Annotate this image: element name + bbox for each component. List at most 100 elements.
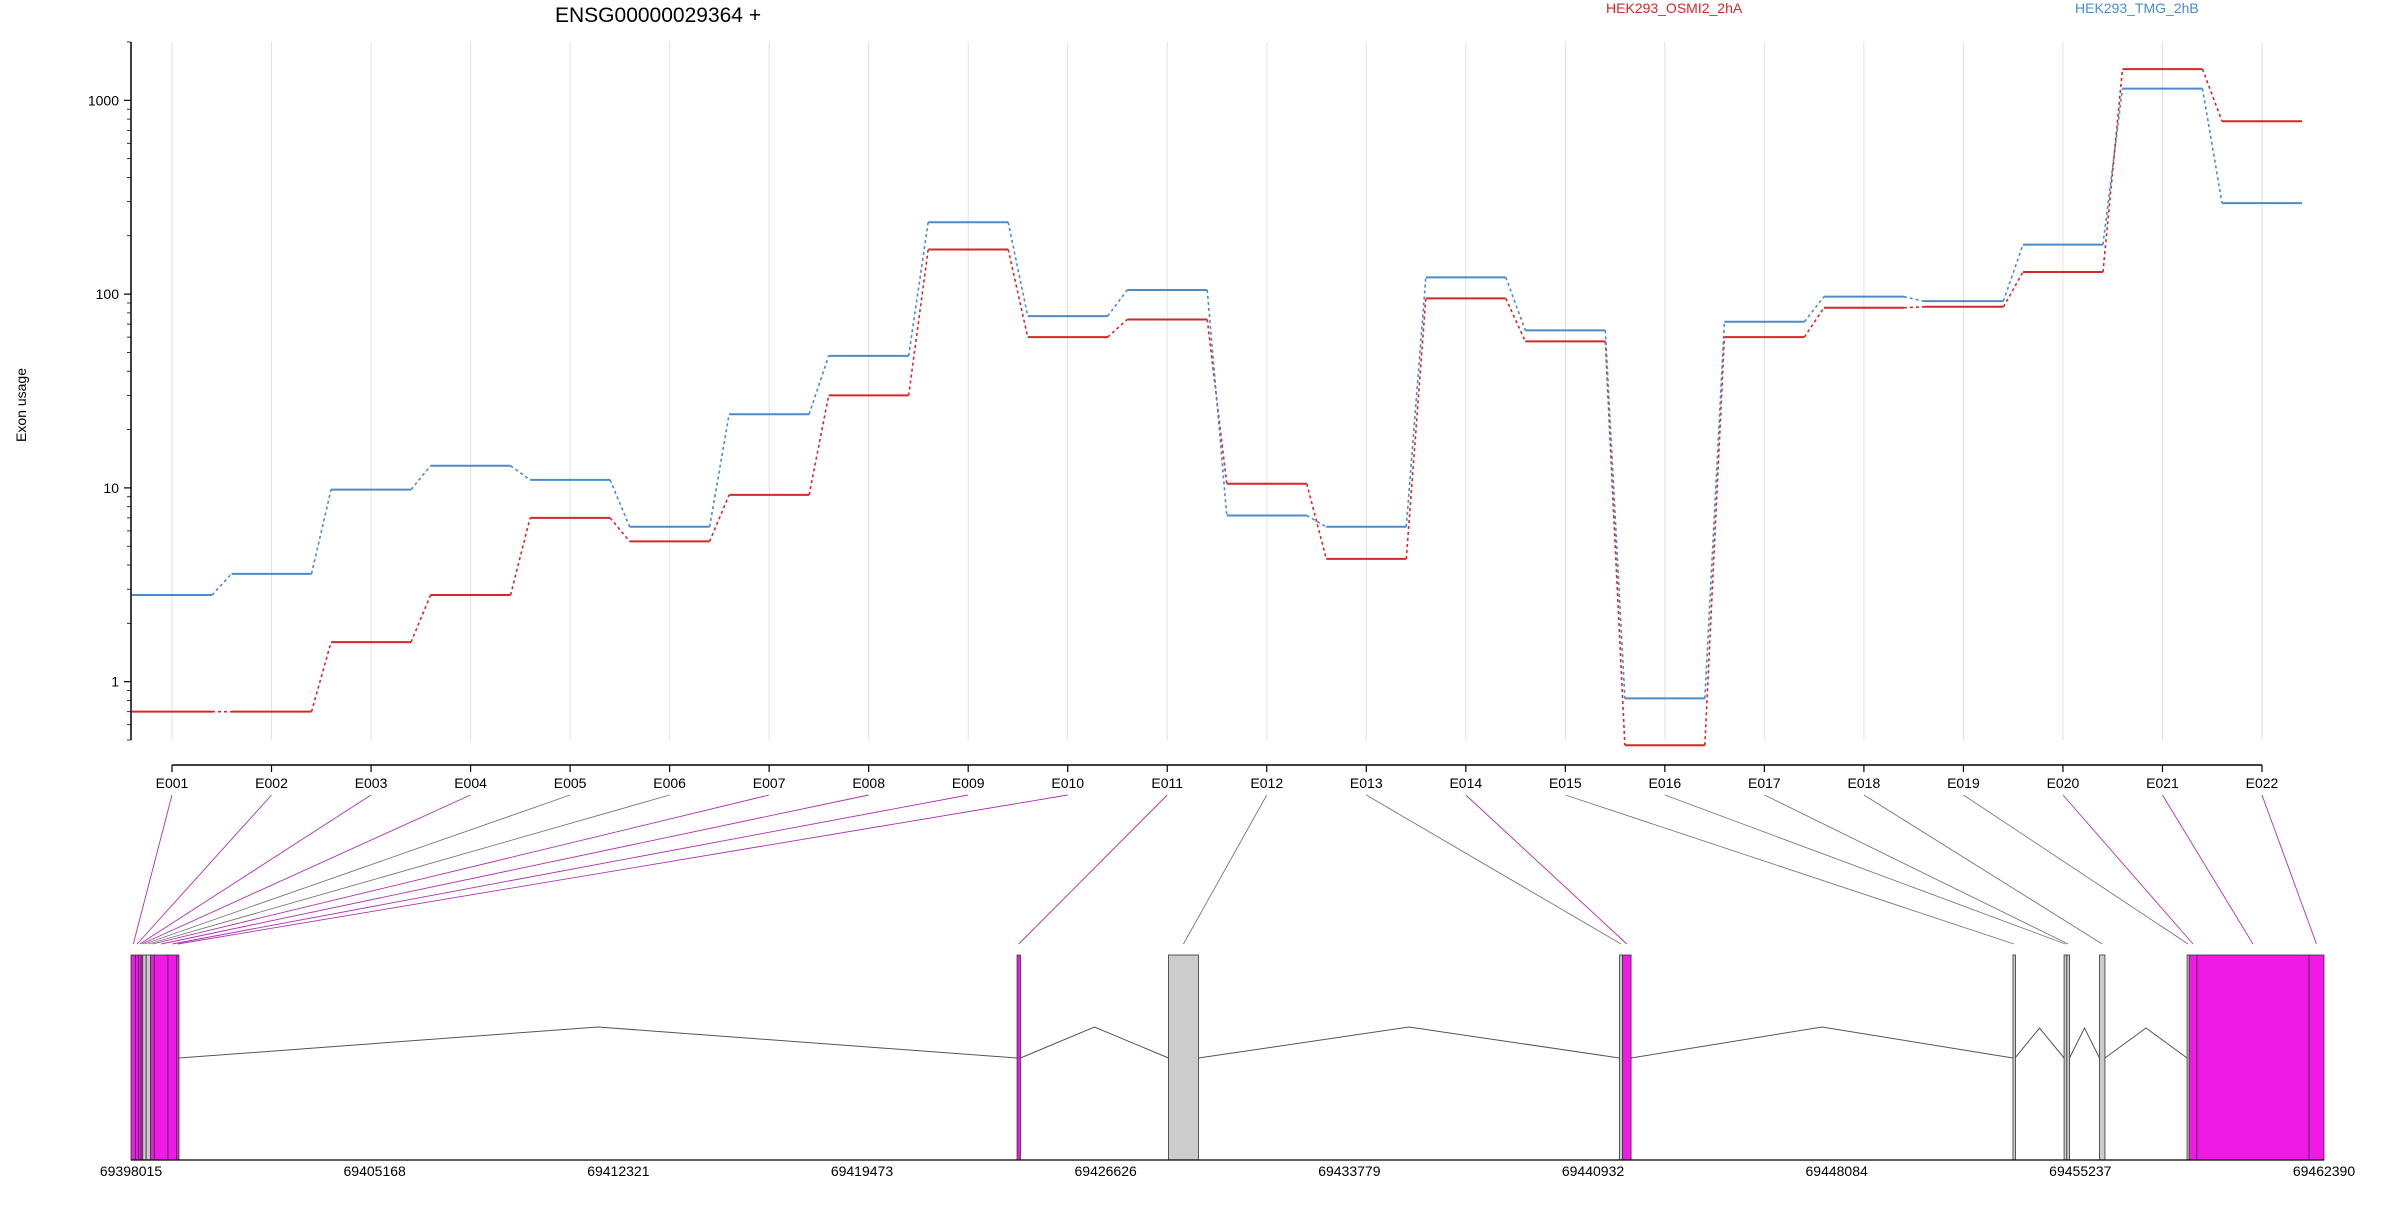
series-0-connector — [1505, 298, 1527, 342]
genomic-tick-label: 69448084 — [1806, 1163, 1869, 1179]
genomic-tick-label: 69398015 — [100, 1163, 163, 1179]
connector-e018 — [1863, 794, 2103, 945]
series-1-connector — [609, 479, 631, 528]
series-0-connector — [1107, 318, 1128, 338]
series-1-connector — [808, 355, 830, 415]
x-tick-label-e006: E006 — [653, 775, 686, 791]
series-1-connector — [1405, 277, 1427, 527]
genomic-tick-label: 69433779 — [1318, 1163, 1381, 1179]
series-1-connector — [1206, 289, 1228, 516]
series-1-connector — [2102, 88, 2124, 245]
x-tick-label-e004: E004 — [454, 775, 487, 791]
series-1-connector — [2201, 88, 2223, 204]
connector-e003 — [139, 794, 372, 945]
connector-e009 — [172, 794, 969, 945]
series-1-connector — [510, 465, 531, 481]
series-0-connector — [2201, 68, 2223, 122]
exon-box-e008 — [153, 954, 169, 1161]
x-tick-label-e009: E009 — [952, 775, 985, 791]
connector-e007 — [152, 794, 770, 945]
connector-e012 — [1183, 794, 1268, 945]
genomic-tick-label: 69405168 — [344, 1163, 407, 1179]
series-1-connector — [1007, 222, 1029, 317]
x-tick-label-e003: E003 — [355, 775, 388, 791]
x-ticks: E001 E002 E003 E004 E005 E006 E007 E008 E009 E010… — [156, 765, 2279, 791]
series-0-connector — [708, 494, 730, 542]
connector-e020 — [2062, 794, 2194, 945]
series-0-connector — [1803, 307, 1825, 338]
series-0 — [132, 68, 2302, 747]
exon-connectors — [132, 794, 2317, 945]
legend-entry-tmg: HEK293_TMG_2hB — [2075, 0, 2199, 16]
x-tick-label-e017: E017 — [1748, 775, 1781, 791]
exon-box-e001 — [130, 954, 136, 1161]
y-tick-label: 1 — [111, 674, 119, 690]
exon-box-e012 — [1168, 954, 1199, 1161]
x-tick-label-e016: E016 — [1649, 775, 1682, 791]
series-0-connector — [1903, 306, 1924, 309]
exon-box-e015 — [2012, 954, 2016, 1161]
genomic-tick-label: 69462390 — [2293, 1163, 2356, 1179]
axes — [130, 42, 2262, 766]
series-0-connector — [509, 517, 531, 596]
series-0-connector — [1704, 337, 1726, 746]
connector-e001 — [132, 794, 173, 945]
y-tick-label: 100 — [96, 286, 120, 302]
genomic-tick-label: 69455237 — [2049, 1163, 2112, 1179]
series-1-connector — [1903, 295, 1924, 302]
connector-e022 — [2261, 794, 2317, 945]
connector-e021 — [2162, 794, 2254, 945]
series-0-connector — [1604, 341, 1626, 746]
genomic-axis: 69398015 69405168 69412321 69419473 69426626… — [100, 1159, 2356, 1179]
connector-e006 — [148, 794, 670, 945]
x-tick-label-e001: E001 — [156, 775, 189, 791]
intron-line — [1631, 1026, 2014, 1059]
exon-box-e007 — [150, 954, 155, 1161]
series-0-connector — [1206, 319, 1228, 484]
genomic-tick-label: 69426626 — [1075, 1163, 1138, 1179]
series-1-connector — [1704, 321, 1726, 699]
series-1-connector — [2002, 244, 2024, 302]
x-tick-label-e005: E005 — [554, 775, 587, 791]
series-0-connector — [410, 594, 432, 643]
exon-box-e005 — [142, 954, 147, 1161]
exon-box-e013 — [1619, 954, 1623, 1161]
x-tick-label-e015: E015 — [1549, 775, 1582, 791]
y-axis-label: Exon usage — [13, 368, 29, 442]
exon-box-e020 — [2188, 954, 2198, 1161]
x-tick-label-e013: E013 — [1350, 775, 1383, 791]
x-tick-label-e008: E008 — [852, 775, 885, 791]
x-tick-label-e019: E019 — [1947, 775, 1980, 791]
genomic-tick-label: 69412321 — [587, 1163, 650, 1179]
series-0-connector — [1305, 483, 1328, 560]
series-1 — [132, 87, 2302, 700]
series-0-connector — [808, 395, 830, 496]
series-0-connector — [1405, 298, 1427, 559]
grid-lines — [171, 42, 2263, 740]
connector-e011 — [1018, 794, 1168, 945]
intron-line — [2069, 1026, 2100, 1059]
series-0-connector — [907, 249, 929, 396]
intron-line — [1198, 1026, 1620, 1059]
x-tick-label-e010: E010 — [1051, 775, 1084, 791]
connector-e016 — [1664, 794, 2066, 945]
exon-box-e010 — [176, 954, 180, 1161]
x-tick-label-e021: E021 — [2146, 775, 2179, 791]
connector-e010 — [177, 794, 1068, 945]
intron-line — [2104, 1027, 2188, 1059]
connector-e004 — [141, 794, 471, 945]
gene-model — [130, 954, 2325, 1161]
x-tick-label-e002: E002 — [255, 775, 288, 791]
intron-line — [178, 1026, 1018, 1059]
series-1-connector — [907, 222, 929, 356]
exon-box-e009 — [167, 954, 177, 1161]
x-tick-label-e012: E012 — [1250, 775, 1283, 791]
exon-box-e018 — [2099, 954, 2106, 1161]
series-1-connector — [1803, 296, 1825, 323]
y-tick-label: 10 — [103, 480, 119, 496]
exon-box-e002 — [135, 954, 140, 1161]
series-0-connector — [2002, 271, 2024, 308]
x-tick-label-e022: E022 — [2246, 775, 2279, 791]
exon-box-e021 — [2196, 954, 2310, 1161]
